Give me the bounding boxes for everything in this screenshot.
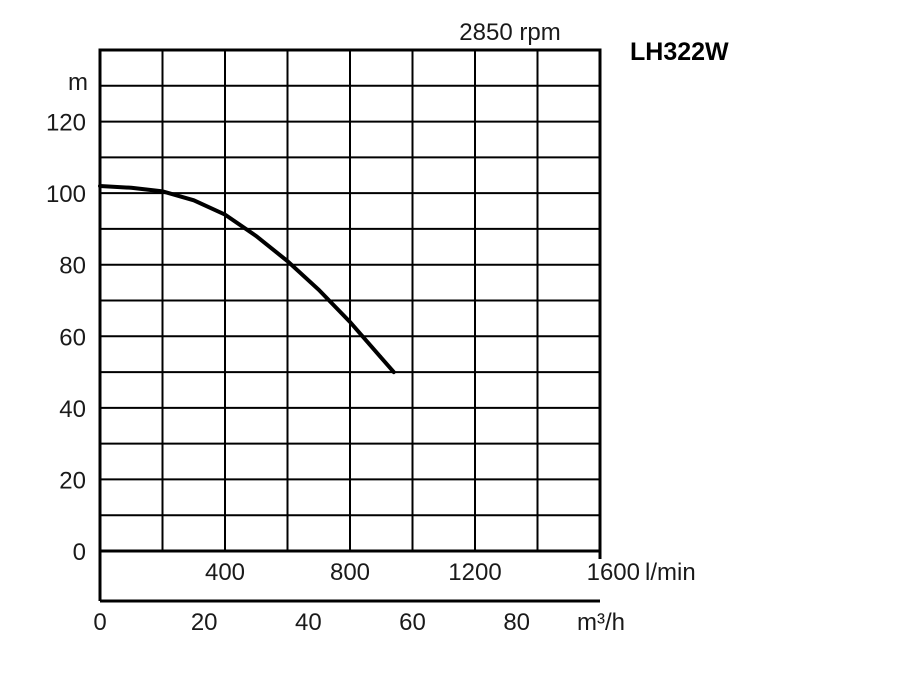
y-tick-label: 40 (59, 396, 86, 423)
x-primary-tick-label: 1200 (448, 559, 501, 586)
chart-grid (100, 50, 600, 551)
y-tick-label: 80 (59, 253, 86, 280)
tick-labels: 0 20 40 60 80 100 120 400 800 1200 1600 0 20 40 60 80 (46, 110, 640, 636)
x-secondary-tick-label: 60 (399, 609, 426, 636)
x-secondary-tick-label: 0 (93, 609, 106, 636)
y-tick-label: 120 (46, 110, 86, 137)
x-primary-tick-label: 400 (205, 559, 245, 586)
chart-subtitle: 2850 rpm (459, 19, 560, 46)
y-axis-label: m (68, 69, 88, 96)
x-secondary-unit-label: m³/h (577, 609, 625, 636)
y-tick-label: 20 (59, 467, 86, 494)
y-tick-label: 100 (46, 181, 86, 208)
chart-title: LH322W (630, 38, 729, 66)
series-line-head (98, 183, 396, 375)
plot-border (98, 48, 602, 553)
x-secondary-tick-label: 20 (191, 609, 218, 636)
x-primary-tick-label: 800 (330, 559, 370, 586)
y-tick-label: 60 (59, 324, 86, 351)
x-secondary-tick-label: 40 (295, 609, 322, 636)
x-secondary-tick-label: 80 (503, 609, 530, 636)
x-primary-tick-label: 1600 (587, 559, 640, 586)
chart-frame (98, 48, 602, 603)
x-primary-unit-label: l/min (645, 559, 696, 586)
y-tick-label: 0 (73, 539, 86, 566)
